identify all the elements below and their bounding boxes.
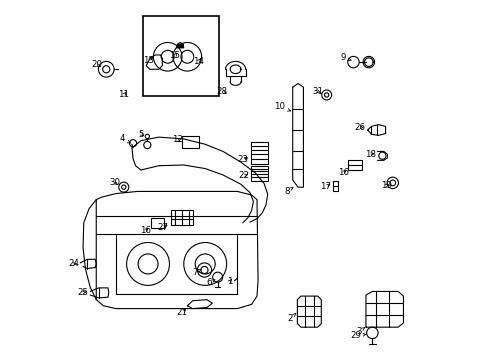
Text: 8: 8	[284, 187, 292, 196]
Text: 2: 2	[287, 313, 295, 323]
Text: 1: 1	[226, 277, 232, 286]
Text: 11: 11	[118, 90, 129, 99]
Text: 28: 28	[216, 87, 227, 96]
Text: 6: 6	[206, 278, 215, 287]
Text: 9: 9	[339, 53, 350, 62]
Bar	[171, 210, 192, 225]
Text: 22: 22	[238, 171, 249, 180]
Text: 15: 15	[169, 51, 180, 60]
Text: 26: 26	[353, 123, 364, 132]
Text: 4: 4	[120, 134, 130, 143]
Bar	[347, 160, 361, 170]
Text: 19: 19	[381, 181, 391, 190]
Bar	[250, 166, 267, 181]
Text: 7: 7	[192, 268, 201, 277]
Text: 20: 20	[92, 60, 102, 69]
Text: 31: 31	[312, 87, 323, 96]
Bar	[182, 136, 199, 148]
Text: 13: 13	[143, 56, 154, 65]
Text: 3: 3	[355, 327, 364, 336]
Text: 24: 24	[68, 260, 79, 269]
Bar	[250, 143, 267, 164]
Text: 16: 16	[140, 226, 150, 235]
Bar	[142, 16, 219, 96]
Text: 16: 16	[338, 168, 348, 177]
Bar	[151, 218, 164, 228]
Text: 21: 21	[176, 309, 187, 318]
Text: 18: 18	[364, 150, 375, 159]
Text: 5: 5	[139, 130, 144, 139]
Text: 17: 17	[320, 182, 331, 191]
Text: 30: 30	[109, 178, 121, 187]
Text: 10: 10	[273, 102, 290, 111]
Text: 29: 29	[350, 331, 365, 340]
Text: 12: 12	[171, 135, 183, 144]
Text: 14: 14	[193, 57, 204, 66]
Text: 27: 27	[157, 222, 168, 231]
Text: 25: 25	[78, 288, 88, 297]
Text: 23: 23	[237, 155, 248, 164]
